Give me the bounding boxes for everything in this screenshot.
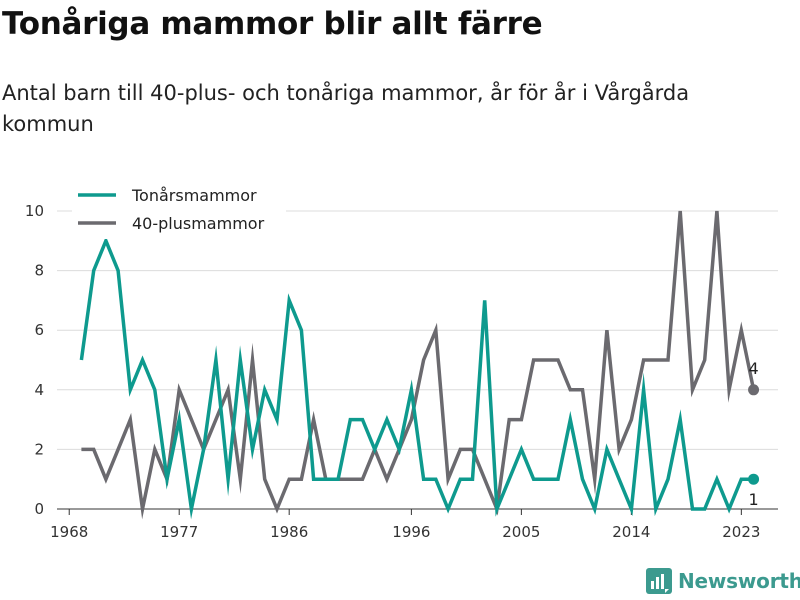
end-point-tonarsmammor <box>748 473 760 485</box>
end-value-label-tonarsmammor: 1 <box>748 490 758 509</box>
legend-background <box>72 181 286 239</box>
chart-title: Tonåriga mammor blir allt färre <box>2 6 543 42</box>
x-tick-label: 2005 <box>502 523 540 541</box>
end-point-40-plusmammor <box>748 384 760 396</box>
legend-label-tonarsmammor: Tonårsmammor <box>131 186 257 205</box>
chart-subtitle: Antal barn till 40-plus- och tonåriga ma… <box>2 81 690 136</box>
y-tick-label: 0 <box>34 500 44 518</box>
y-tick-label: 6 <box>34 321 44 339</box>
x-tick-label: 1996 <box>392 523 430 541</box>
end-value-label-40-plusmammor: 4 <box>748 359 758 378</box>
bar-chart-logo-icon <box>646 568 672 594</box>
series-line-tonarsmammor <box>79 236 754 520</box>
y-tick-label: 8 <box>34 262 44 280</box>
brand-name: Newsworthy <box>678 569 800 593</box>
y-tick-label: 10 <box>25 202 44 220</box>
y-tick-label: 2 <box>34 440 44 458</box>
y-tick-label: 4 <box>34 381 44 399</box>
x-tick-label: 1977 <box>160 523 198 541</box>
x-tick-label: 1986 <box>270 523 308 541</box>
series-line-40-plusmammor <box>81 210 756 520</box>
x-tick-label: 2014 <box>612 523 650 541</box>
brand-logo: Newsworthy <box>646 568 800 594</box>
x-tick-label: 2023 <box>722 523 760 541</box>
x-tick-label: 1968 <box>50 523 88 541</box>
legend-label-40-plusmammor: 40-plusmammor <box>132 214 265 233</box>
